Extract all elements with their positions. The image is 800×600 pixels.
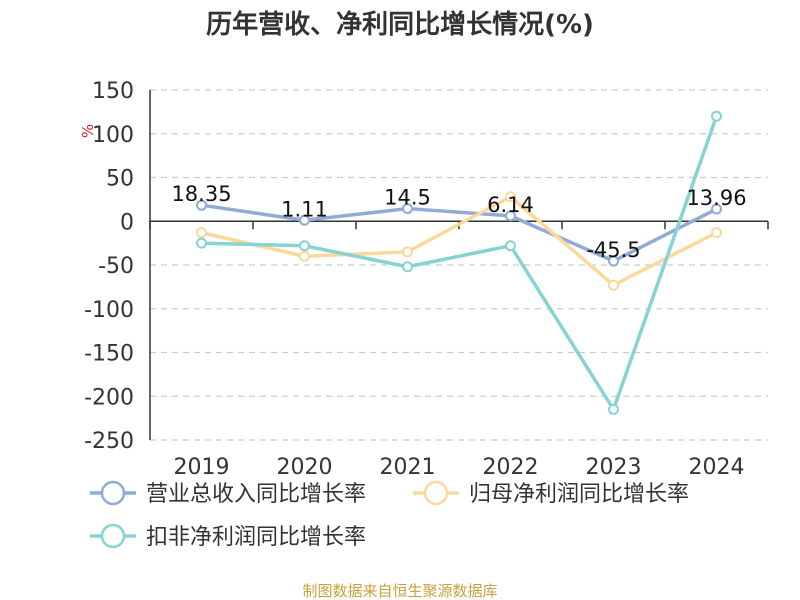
chart-title: 历年营收、净利同比增长情况(%) bbox=[206, 9, 594, 40]
series-point bbox=[196, 227, 207, 239]
series-point bbox=[505, 240, 516, 252]
data-label: 14.5 bbox=[384, 186, 431, 210]
data-label: 13.96 bbox=[686, 186, 746, 210]
x-tick-label: 2020 bbox=[277, 455, 333, 480]
series-point bbox=[505, 210, 516, 222]
legend-label: 归母净利润同比增长率 bbox=[469, 482, 689, 507]
series-point bbox=[196, 199, 207, 211]
y-tick-label: -50 bbox=[98, 254, 134, 279]
x-tick-label: 2021 bbox=[380, 455, 436, 480]
x-tick-label: 2019 bbox=[174, 455, 230, 480]
series-group bbox=[196, 110, 722, 415]
series-point bbox=[608, 255, 619, 267]
series-point bbox=[402, 203, 413, 215]
legend-marker bbox=[100, 480, 126, 506]
series-point bbox=[402, 261, 413, 273]
series-point bbox=[196, 237, 207, 249]
series-point bbox=[711, 227, 722, 239]
x-tick-label: 2023 bbox=[586, 455, 642, 480]
legend-label: 营业总收入同比增长率 bbox=[146, 482, 366, 507]
data-label: 6.14 bbox=[487, 193, 534, 217]
series-point bbox=[711, 203, 722, 215]
y-tick-label: -250 bbox=[84, 429, 134, 454]
series-point bbox=[402, 246, 413, 258]
y-tick-label: -100 bbox=[84, 298, 134, 323]
legend-label: 扣非净利润同比增长率 bbox=[146, 525, 366, 550]
data-label: -45.5 bbox=[586, 238, 640, 262]
y-tick-label: -150 bbox=[84, 342, 134, 367]
series-point bbox=[299, 214, 310, 226]
series-line bbox=[201, 195, 718, 287]
y-unit-label: % bbox=[79, 124, 97, 138]
y-tick-label: 100 bbox=[92, 123, 134, 148]
series-point bbox=[505, 191, 516, 203]
data-labels: 18.35 1.11 14.5 6.14 -45.5 13.96 bbox=[171, 182, 746, 262]
series-point bbox=[299, 240, 310, 252]
y-tick-label: 150 bbox=[92, 79, 134, 104]
y-tick-label: 50 bbox=[106, 167, 134, 192]
data-label: 18.35 bbox=[171, 182, 231, 206]
x-tick-label: 2024 bbox=[689, 455, 745, 480]
axes: 150 100 50 0 -50 -100 -150 -200 -250 2019 2020 2021… bbox=[84, 79, 769, 480]
source-note: 制图数据来自恒生聚源数据库 bbox=[302, 582, 497, 600]
grid-lines bbox=[150, 89, 768, 441]
series-line bbox=[201, 203, 718, 263]
y-tick-label: -200 bbox=[84, 385, 134, 410]
legend-marker bbox=[100, 523, 126, 549]
y-tick-label: 0 bbox=[120, 210, 134, 235]
series-point bbox=[608, 403, 619, 415]
x-tick-label: 2022 bbox=[483, 455, 539, 480]
series-point bbox=[299, 250, 310, 262]
series-point bbox=[711, 110, 722, 122]
series-line bbox=[201, 115, 719, 412]
legend-marker bbox=[423, 480, 449, 506]
data-label: 1.11 bbox=[281, 197, 328, 221]
series-point bbox=[608, 279, 619, 291]
